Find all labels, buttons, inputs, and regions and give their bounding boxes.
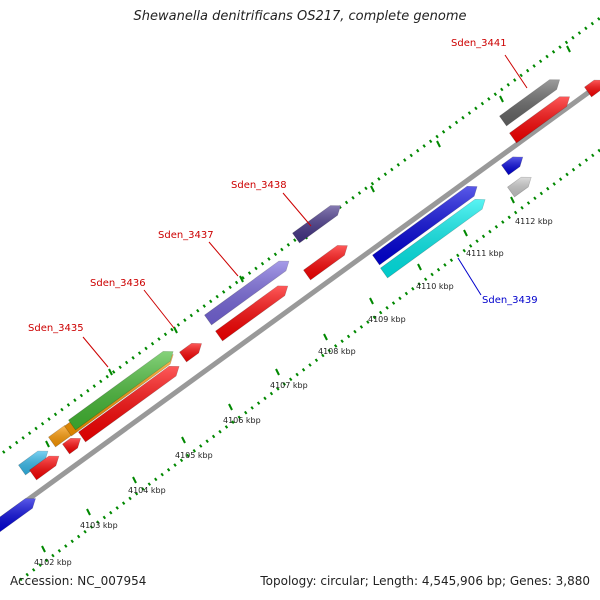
gene-leader-line — [282, 192, 312, 227]
gene-feature-shade — [204, 261, 289, 325]
kbp-label: 4111 kbp — [466, 249, 504, 258]
kbp-label: 4102 kbp — [34, 558, 72, 567]
major-tick — [275, 368, 280, 376]
kbp-label: 4105 kbp — [175, 451, 213, 460]
major-tick — [369, 297, 374, 305]
gene-feature-shade — [507, 177, 532, 197]
gene-feature-shade — [68, 351, 174, 430]
feature-track — [0, 79, 600, 533]
major-tick — [86, 508, 91, 516]
kbp-label: 4109 kbp — [368, 315, 406, 324]
gene-labels: Sden_3435 Sden_3436 Sden_3437 Sden_3438 Sden… — [28, 38, 538, 334]
major-tick — [132, 476, 137, 484]
major-tick — [173, 326, 178, 334]
major-tick — [45, 440, 50, 448]
kbp-label: 4110 kbp — [416, 282, 454, 291]
major-tick — [436, 140, 441, 148]
label-leaders — [82, 54, 528, 368]
kbp-label: 4112 kbp — [515, 217, 553, 226]
gene-feature-shade — [509, 96, 570, 143]
kbp-labels: 4102 kbp 4103 kbp 4104 kbp 4105 kbp 4106 kbp… — [34, 217, 553, 567]
gene-label: Sden_3439 — [482, 295, 538, 306]
major-tick — [510, 196, 515, 204]
major-tick — [41, 545, 46, 553]
gene-feature-shade — [48, 425, 72, 447]
gene-feature-shade — [380, 199, 486, 278]
gene-feature-shade — [78, 366, 180, 442]
gene-label: Sden_3438 — [231, 180, 287, 191]
gene-feature-shade — [215, 285, 288, 341]
map-title: Shewanella denitrificans OS217, complete… — [133, 9, 467, 24]
kbp-label: 4107 kbp — [270, 381, 308, 390]
gene-feature-shade — [179, 343, 202, 362]
major-tick — [239, 275, 244, 283]
accession-text: Accession: NC_007954 — [10, 574, 147, 588]
gene-label: Sden_3435 — [28, 323, 84, 334]
kbp-label: 4108 kbp — [318, 347, 356, 356]
genome-summary-text: Topology: circular; Length: 4,545,906 bp… — [260, 574, 590, 588]
gene-feature-shade — [499, 79, 560, 126]
outer-tick-dots — [0, 16, 600, 457]
gene-feature-shade — [372, 186, 478, 265]
kbp-label: 4106 kbp — [223, 416, 261, 425]
gene-leader-line — [82, 336, 109, 368]
gene-feature-shade — [18, 451, 48, 475]
gene-leader-line — [143, 289, 175, 329]
gene-feature-shade — [584, 80, 600, 97]
gene-leader-line — [504, 54, 528, 89]
gene-feature-shade — [62, 438, 81, 454]
gene-feature-shade — [29, 456, 59, 480]
gene-label: Sden_3436 — [90, 278, 146, 289]
gene-leader-line — [457, 257, 482, 296]
inner-tick-dots — [19, 148, 600, 582]
major-tick — [370, 185, 375, 193]
gene-feature-shade — [0, 498, 36, 532]
gene-feature-shade — [501, 156, 523, 175]
major-tick — [323, 333, 328, 341]
major-tick — [566, 45, 571, 53]
gene-label: Sden_3437 — [158, 230, 214, 241]
tick-track-inner — [19, 148, 600, 582]
gene-feature-shade — [303, 245, 348, 280]
major-tick — [181, 436, 186, 444]
genome-backbone — [0, 81, 600, 523]
gene-label: Sden_3441 — [451, 38, 507, 49]
major-tick — [463, 229, 468, 237]
major-tick — [499, 95, 504, 103]
major-tick — [108, 368, 113, 376]
major-tick — [228, 403, 233, 411]
kbp-label: 4104 kbp — [128, 486, 166, 495]
major-tick — [417, 263, 422, 271]
kbp-label: 4103 kbp — [80, 521, 118, 530]
gene-feature-shade — [292, 205, 341, 243]
gene-leader-line — [208, 241, 239, 277]
